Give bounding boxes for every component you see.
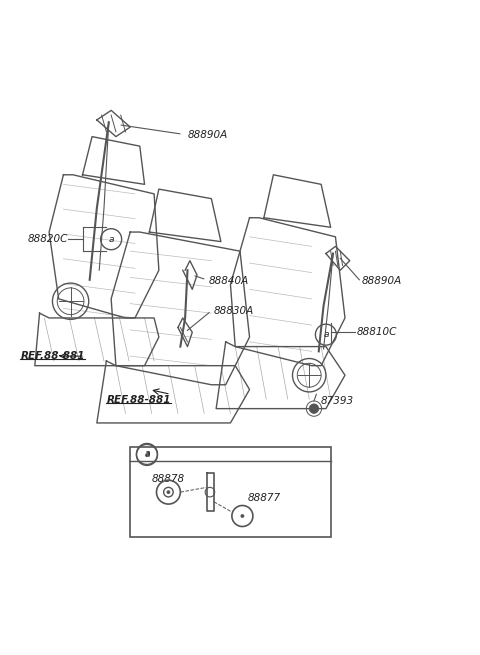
Text: REF.88-881: REF.88-881 (21, 351, 85, 361)
Circle shape (240, 514, 244, 518)
Text: a: a (323, 330, 329, 339)
Text: 88840A: 88840A (209, 276, 249, 286)
Text: 88890A: 88890A (188, 130, 228, 140)
Text: a: a (108, 234, 114, 244)
Text: a: a (144, 449, 150, 458)
Text: 88877: 88877 (247, 493, 280, 503)
FancyBboxPatch shape (130, 447, 331, 538)
Text: 87393: 87393 (320, 396, 353, 405)
Text: REF.88-881: REF.88-881 (107, 395, 171, 405)
Text: 88878: 88878 (152, 474, 185, 484)
Text: a: a (144, 451, 150, 459)
Text: 88820C: 88820C (28, 234, 68, 244)
Text: 88890A: 88890A (362, 276, 402, 286)
Text: 88810C: 88810C (357, 328, 397, 337)
Text: 88830A: 88830A (214, 307, 254, 316)
Circle shape (167, 490, 170, 494)
Circle shape (309, 404, 319, 413)
